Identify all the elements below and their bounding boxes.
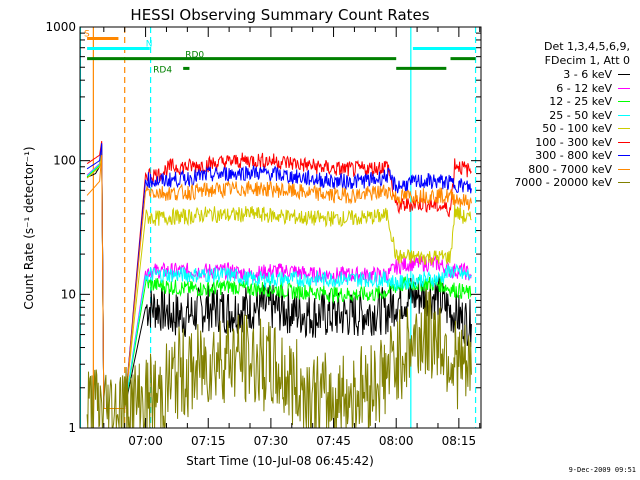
legend-entry-label: 25 - 50 keV — [549, 108, 612, 122]
legend-entry-label: 50 - 100 keV — [542, 122, 612, 136]
legend-entry: 300 - 800 keV — [483, 149, 640, 163]
legend-entry: 6 - 12 keV — [483, 82, 640, 96]
x-tick-label: 07:45 — [316, 434, 351, 448]
series-line-800-7000-kev — [86, 155, 472, 409]
legend-entry-label: 300 - 800 keV — [535, 149, 612, 163]
legend-entry: 25 - 50 keV — [483, 109, 640, 123]
legend-swatch — [618, 168, 630, 170]
series-line-25-50-kev — [86, 144, 472, 409]
legend-entry-label: 3 - 6 keV — [563, 68, 612, 82]
series-line-6-12-kev — [86, 143, 472, 409]
legend: Det 1,3,4,5,6,9, FDecim 1, Att 0 3 - 6 k… — [483, 40, 640, 190]
legend-swatch — [618, 155, 630, 157]
state-bar-label: S — [84, 30, 90, 40]
series-line-7000-20000-kev — [86, 288, 472, 428]
legend-entry-label: 800 - 7000 keV — [528, 162, 612, 176]
legend-header-line-2: FDecim 1, Att 0 — [544, 54, 630, 67]
legend-entry: 12 - 25 keV — [483, 95, 640, 109]
legend-header-line-1: Det 1,3,4,5,6,9, — [543, 40, 630, 53]
chart-title: HESSI Observing Summary Count Rates — [130, 6, 429, 24]
x-axis-label: Start Time (10-Jul-08 06:45:42) — [186, 454, 374, 468]
legend-entry: 3 - 6 keV — [483, 68, 640, 82]
legend-entry-label: 6 - 12 keV — [556, 81, 612, 95]
x-tick-label: 07:15 — [191, 434, 226, 448]
legend-swatch — [618, 141, 630, 143]
footer-timestamp: 9-Dec-2009 09:51 — [568, 466, 636, 474]
legend-entry-label: 100 - 300 keV — [535, 135, 612, 149]
state-bar-label: RD0 — [185, 51, 204, 61]
legend-swatch — [618, 182, 630, 184]
y-axis-label: Count Rate (s⁻¹ detector⁻¹) — [22, 146, 36, 309]
legend-swatch — [618, 101, 630, 103]
x-tick-label: 07:30 — [254, 434, 289, 448]
y-tick-label: 10 — [61, 287, 76, 301]
state-bar-label: RD4 — [153, 65, 172, 75]
x-tick-label: 08:00 — [379, 434, 414, 448]
series-line-50-100-kev — [86, 146, 472, 409]
legend-entry: 100 - 300 keV — [483, 136, 640, 150]
plot-frame — [79, 26, 482, 429]
y-tick-label: 1000 — [45, 20, 76, 34]
legend-swatch — [618, 114, 630, 116]
legend-entry-label: 12 - 25 keV — [549, 95, 612, 109]
legend-entry: 800 - 7000 keV — [483, 163, 640, 177]
legend-swatch — [618, 74, 630, 76]
legend-entry-label: 7000 - 20000 keV — [514, 176, 612, 190]
legend-swatch — [618, 128, 630, 130]
state-bar-label: N — [146, 40, 153, 50]
x-tick-label: 07:00 — [128, 434, 163, 448]
y-tick-label: 1 — [68, 421, 76, 435]
legend-swatch — [618, 87, 630, 89]
legend-entry: 50 - 100 keV — [483, 122, 640, 136]
x-tick-label: 08:15 — [442, 434, 477, 448]
legend-entry: 7000 - 20000 keV — [483, 176, 640, 190]
y-tick-label: 100 — [53, 154, 76, 168]
